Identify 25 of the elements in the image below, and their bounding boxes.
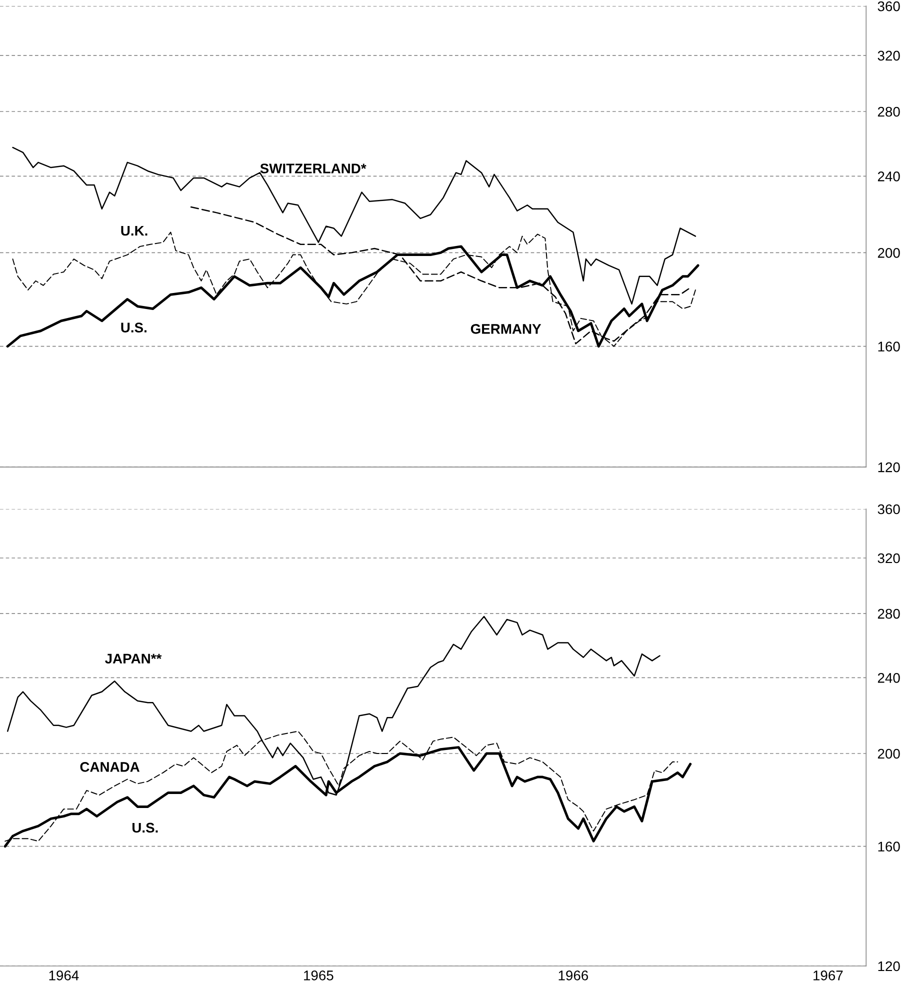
y-tick-label: 280 <box>878 106 900 117</box>
series-label: GERMANY <box>470 324 542 334</box>
series-label: U.K. <box>121 226 148 236</box>
y-tick-label: 280 <box>878 608 900 619</box>
series-label: U.S. <box>132 822 158 833</box>
y-tick-label: 160 <box>878 842 900 852</box>
series-label: JAPAN** <box>105 654 162 664</box>
x-tick-label: 1966 <box>558 970 588 980</box>
x-tick-label: 1964 <box>49 970 79 980</box>
y-tick-label: 120 <box>878 462 900 472</box>
y-tick-label: 320 <box>878 553 900 564</box>
x-tick-label: 1967 <box>814 970 843 980</box>
y-tick-label: 240 <box>878 673 900 683</box>
y-tick-label: 360 <box>878 504 900 514</box>
y-tick-label: 360 <box>878 1 900 12</box>
series-label: CANADA <box>80 762 140 772</box>
y-tick-label: 120 <box>878 961 900 972</box>
y-tick-label: 160 <box>878 342 900 352</box>
y-tick-label: 200 <box>878 248 900 258</box>
y-tick-label: 320 <box>878 50 900 61</box>
series-label: U.S. <box>121 322 146 332</box>
x-tick-label: 1965 <box>304 970 334 980</box>
y-tick-label: 240 <box>878 172 900 182</box>
series-label: SWITZERLAND* <box>260 164 366 174</box>
y-tick-label: 200 <box>878 748 900 759</box>
